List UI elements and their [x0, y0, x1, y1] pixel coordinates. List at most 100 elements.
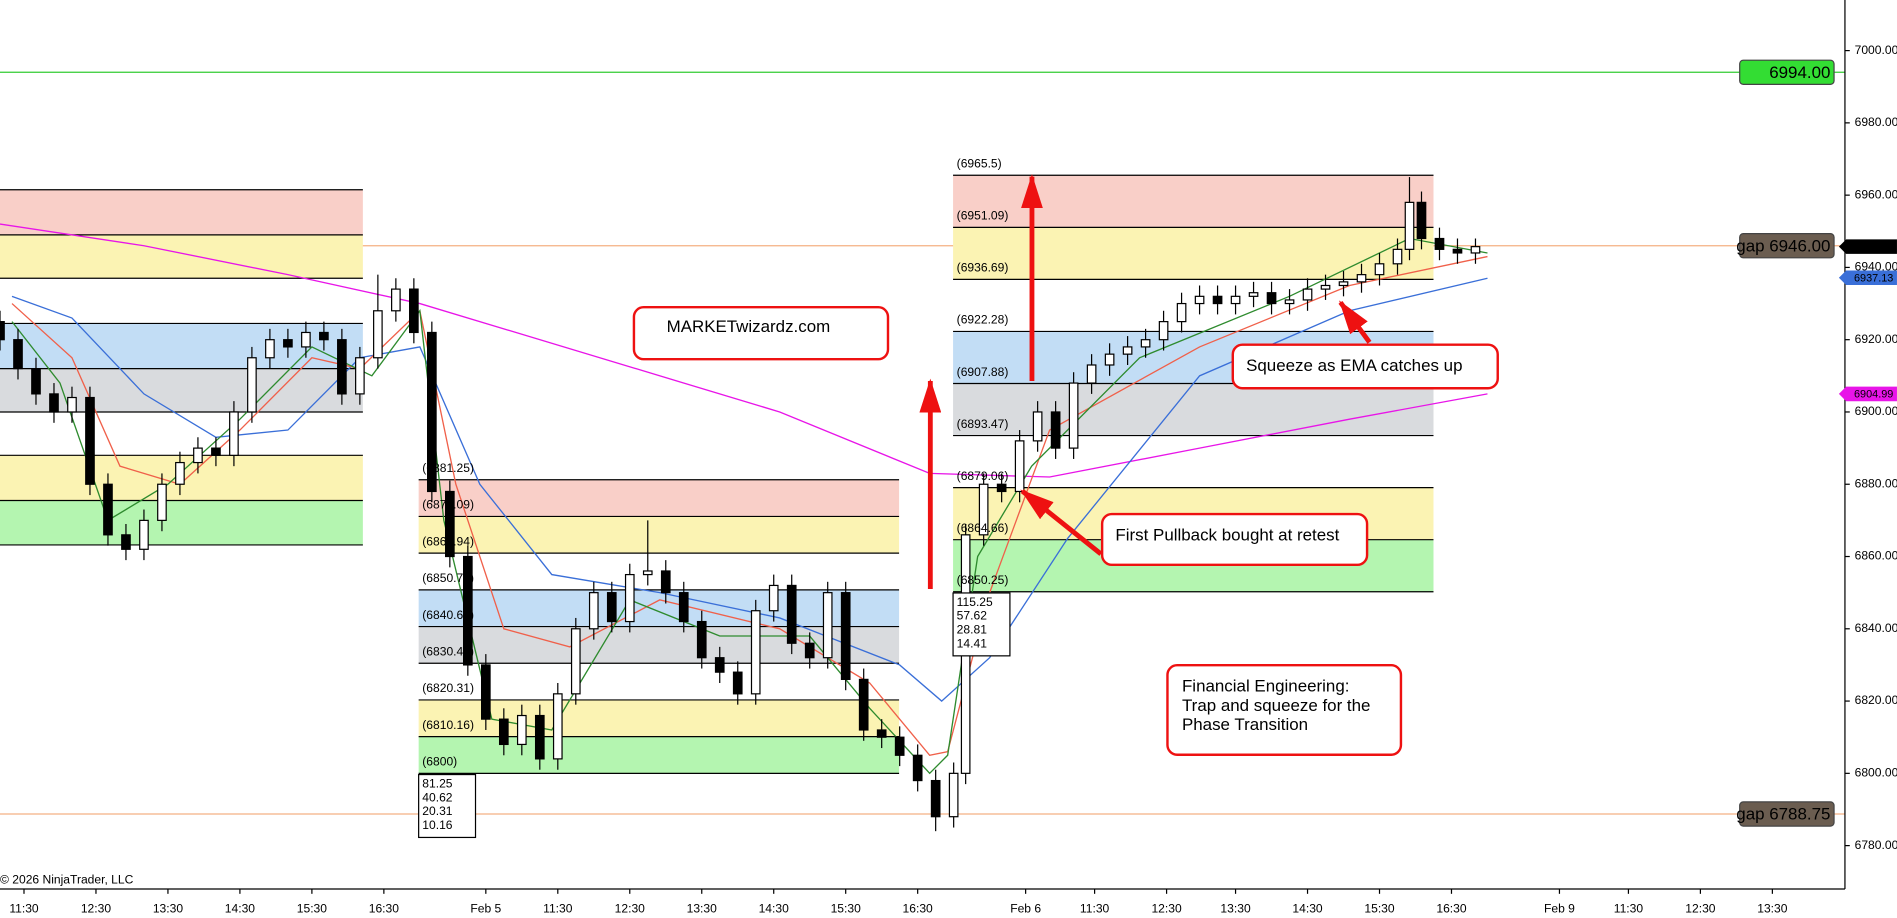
candle-body [768, 584, 779, 612]
x-tick-label: 16:30 [1436, 902, 1467, 916]
candle-body [319, 331, 329, 341]
zone-label: (6881.25) [422, 461, 474, 475]
candle-body [337, 339, 347, 395]
zone-label: (6860.94) [422, 534, 474, 548]
candle-body [1050, 411, 1061, 449]
zone-band [418, 736, 900, 774]
candle-body [912, 754, 923, 782]
zone-band [418, 699, 900, 737]
candle-body [1284, 299, 1295, 305]
level-label-box [1739, 233, 1835, 259]
annotation-box [1231, 343, 1499, 390]
zone-band [953, 175, 1434, 228]
x-tick-label: 16:30 [369, 902, 400, 916]
arrow [1020, 489, 1103, 556]
candle-body [642, 570, 653, 576]
zone-band [0, 411, 363, 456]
candle-body [283, 339, 293, 348]
price-marker [1838, 239, 1897, 254]
zone-label: (6871.09) [422, 498, 474, 512]
candle-body [1176, 302, 1187, 323]
x-tick-label: 14:30 [1292, 902, 1323, 916]
x-tick-label: 11:30 [543, 902, 573, 916]
zone-band [953, 383, 1434, 436]
candle-body [427, 331, 437, 493]
stats-value: 10.16 [422, 818, 453, 832]
candle-body [373, 310, 383, 359]
zone-label: (6907.88) [957, 365, 1009, 379]
stats-value: 28.81 [957, 623, 988, 637]
level-label: 6994.00 [1769, 63, 1830, 82]
candle-body [894, 736, 905, 756]
y-tick-label: 6880.00 [1855, 476, 1897, 490]
y-tick-label: 6980.00 [1855, 115, 1897, 129]
copyright: © 2026 NinjaTrader, LLC [0, 873, 134, 887]
moving-average [11, 277, 1488, 702]
level-label-box [1739, 59, 1835, 85]
stats-box [952, 592, 1011, 657]
stats-value: 115.25 [957, 595, 993, 609]
x-tick-label: 12:30 [1151, 902, 1182, 916]
level-label: gap 6788.75 [1736, 805, 1830, 824]
x-tick-label: 11:30 [9, 902, 39, 916]
level-label-box [1739, 801, 1835, 827]
level-label: gap 6946.00 [1736, 236, 1830, 255]
price-marker [1838, 386, 1897, 402]
y-tick-label: 6860.00 [1855, 549, 1897, 563]
y-tick-label: 6940.00 [1855, 260, 1897, 274]
arrow [1338, 300, 1372, 344]
zone-band [418, 479, 900, 517]
candle-body [1158, 321, 1169, 341]
y-tick-label: 6840.00 [1855, 621, 1897, 635]
candle-body [804, 642, 815, 659]
candle-body [480, 664, 491, 720]
candle-body [121, 534, 131, 550]
x-tick-label: 16:30 [903, 902, 934, 916]
x-tick-label: Feb 6 [1010, 902, 1041, 916]
annotation-text: Trap and squeeze for the [1182, 696, 1370, 715]
x-tick-label: 13:30 [1220, 902, 1251, 916]
candle-body [750, 610, 761, 695]
x-tick-label: Feb 9 [1544, 902, 1575, 916]
moving-average [0, 223, 1488, 478]
x-tick-label: 13:30 [153, 902, 184, 916]
candle-body [1416, 201, 1427, 240]
annotation-box [1100, 512, 1369, 567]
candle-body [696, 620, 707, 659]
candle-body [193, 447, 203, 464]
x-tick-label: 14:30 [225, 902, 256, 916]
candle-body [678, 592, 689, 623]
zone-label: (6830.47) [422, 645, 474, 659]
candle-body [1338, 281, 1349, 287]
annotation-text: Phase Transition [1182, 715, 1308, 734]
candle-body [570, 628, 581, 695]
candle-body [1320, 284, 1331, 290]
candle-body [1032, 411, 1043, 442]
candle-body [1266, 292, 1277, 305]
annotation-text: MARKETwizardz.com [667, 317, 831, 336]
candle-body [139, 519, 149, 550]
candle-body [516, 714, 527, 746]
candle-body [1452, 248, 1463, 254]
candle-body [552, 693, 563, 760]
x-tick-label: 12:30 [615, 902, 646, 916]
price-marker-label: 6904.99 [1854, 388, 1893, 400]
candle-body [948, 772, 959, 818]
candle-body [355, 357, 365, 395]
candle-body [1356, 274, 1367, 283]
zone-label: (6820.31) [422, 681, 474, 695]
candle-body [930, 779, 941, 818]
zone-band [0, 189, 363, 235]
candle-body [786, 584, 797, 644]
zone-label: (6850.78) [422, 571, 474, 585]
zone-label: (6893.47) [957, 417, 1009, 431]
stats-value: 40.62 [422, 790, 453, 804]
candle-body [31, 367, 41, 395]
zone-label: (6879.06) [957, 469, 1009, 483]
y-tick-label: 6920.00 [1855, 332, 1897, 346]
zone-label: (6864.66) [957, 521, 1009, 535]
y-tick-label: 6820.00 [1855, 693, 1897, 707]
candle-body [445, 490, 455, 558]
